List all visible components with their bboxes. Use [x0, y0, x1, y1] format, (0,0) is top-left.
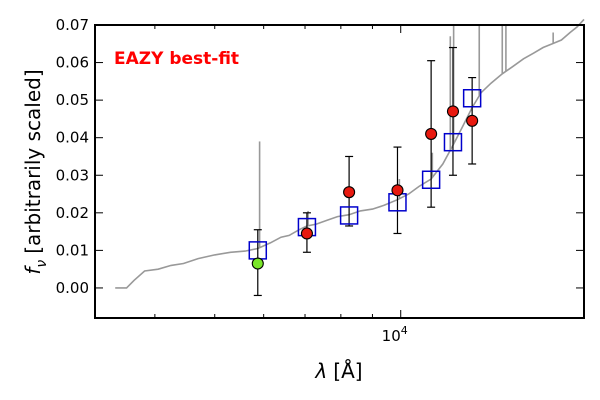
y-tick-label: 0.01: [56, 241, 89, 259]
tick-labels-layer: 0.00 0.01 0.02 0.03 0.04 0.05 0.06 0.07 104: [56, 16, 408, 345]
model-boxes-layer: [248, 89, 482, 260]
x-tick-label-base: 10: [382, 327, 401, 345]
y-tick-label: 0.02: [56, 204, 89, 222]
y-tick-label: 0.07: [56, 16, 89, 34]
x-axis-label: λ [Å]: [314, 359, 362, 383]
y-tick-label: 0.03: [56, 166, 89, 184]
y-axis-label: fν [arbitrarily scaled]: [21, 69, 50, 274]
y-tick-label: 0.04: [56, 129, 89, 147]
model-flux-box: [443, 132, 463, 152]
plot-frame: [94, 24, 585, 319]
y-tick-label: 0.06: [56, 54, 89, 72]
y-axis-label-subscript: ν: [34, 260, 50, 268]
annotation-eazy-best-fit: EAZY best-fit: [114, 49, 239, 69]
observed-point: [446, 105, 460, 118]
observed-point: [300, 227, 313, 240]
y-tick-label: 0.05: [56, 91, 89, 109]
sed-curve: [115, 18, 585, 289]
ticks-layer: [95, 24, 584, 318]
model-flux-box: [421, 170, 441, 190]
x-axis-label-symbol: λ: [314, 359, 327, 383]
y-tick-label: 0.00: [56, 279, 89, 297]
model-flux-box: [339, 206, 359, 225]
x-tick-label: 104: [382, 324, 408, 345]
observed-point: [425, 127, 438, 140]
observed-points-layer: [251, 105, 479, 270]
y-axis-label-symbol: f: [21, 265, 45, 275]
observed-point: [251, 257, 264, 270]
x-tick-label-exponent: 4: [401, 324, 408, 337]
y-axis-label-text: [arbitrarily scaled]: [21, 69, 45, 253]
x-axis-label-unit: [Å]: [333, 359, 362, 383]
observed-point: [466, 114, 479, 127]
observed-point: [343, 186, 356, 199]
model-flux-box: [462, 89, 482, 108]
observed-point: [391, 184, 404, 197]
error-bars-layer: [253, 46, 477, 297]
